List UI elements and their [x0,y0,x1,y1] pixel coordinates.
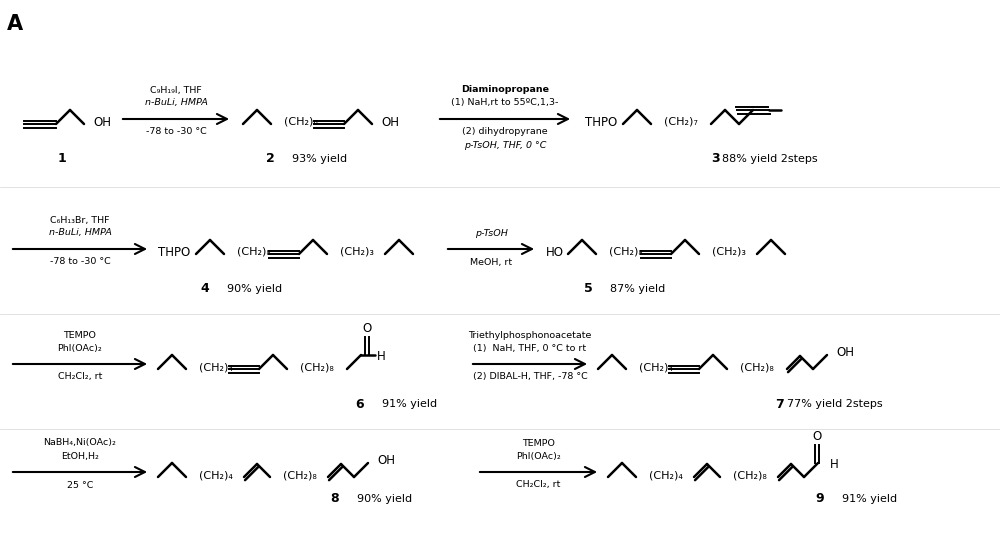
Text: OH: OH [93,115,111,129]
Text: 4: 4 [201,282,209,295]
Text: (CH₂)₈: (CH₂)₈ [740,362,774,372]
Text: 8: 8 [331,492,339,506]
Text: 5: 5 [584,282,592,295]
Text: 91% yield: 91% yield [842,494,898,504]
Text: C₆H₁₃Br, THF: C₆H₁₃Br, THF [50,216,110,224]
Text: A: A [7,14,23,34]
Text: (CH₂)₈: (CH₂)₈ [300,362,334,372]
Text: 2: 2 [266,153,274,166]
Text: O: O [812,430,822,444]
Text: THPO: THPO [158,246,190,258]
Text: Diaminopropane: Diaminopropane [461,85,549,95]
Text: TEMPO: TEMPO [522,438,555,447]
Text: (1)  NaH, THF, 0 °C to rt: (1) NaH, THF, 0 °C to rt [473,343,587,352]
Text: EtOH,H₂: EtOH,H₂ [61,452,99,460]
Text: 6: 6 [356,397,364,411]
Text: (CH₂)₈: (CH₂)₈ [733,470,767,480]
Text: PhI(OAc)₂: PhI(OAc)₂ [516,452,561,460]
Text: O: O [362,323,372,335]
Text: (2) DIBAL-H, THF, -78 °C: (2) DIBAL-H, THF, -78 °C [473,373,587,381]
Text: 25 °C: 25 °C [67,481,93,490]
Text: 77% yield 2steps: 77% yield 2steps [787,399,883,409]
Text: H: H [377,350,385,364]
Text: 88% yield 2steps: 88% yield 2steps [722,154,818,164]
Text: NaBH₄,Ni(OAc)₂: NaBH₄,Ni(OAc)₂ [44,438,116,447]
Text: C₉H₁₉I, THF: C₉H₁₉I, THF [150,85,202,95]
Text: (1) NaH,rt to 55ºC,1,3-: (1) NaH,rt to 55ºC,1,3- [451,98,559,107]
Text: (CH₂)₈: (CH₂)₈ [609,247,643,257]
Text: p-TsOH, THF, 0 °C: p-TsOH, THF, 0 °C [464,140,546,150]
Text: OH: OH [381,115,399,129]
Text: 90% yield: 90% yield [357,494,413,504]
Text: 93% yield: 93% yield [292,154,348,164]
Text: n-BuLi, HMPA: n-BuLi, HMPA [145,98,207,107]
Text: (CH₂)₆: (CH₂)₆ [284,117,318,127]
Text: 7: 7 [776,397,784,411]
Text: (CH₂)₇: (CH₂)₇ [664,117,698,127]
Text: OH: OH [377,454,395,467]
Text: 90% yield: 90% yield [227,284,283,294]
Text: 9: 9 [816,492,824,506]
Text: (2) dihydropyrane: (2) dihydropyrane [462,128,548,137]
Text: (CH₂)₈: (CH₂)₈ [283,470,317,480]
Text: 3: 3 [711,153,719,166]
Text: HO: HO [546,246,564,258]
Text: -78 to -30 °C: -78 to -30 °C [146,128,206,137]
Text: TEMPO: TEMPO [64,331,96,340]
Text: (CH₂)₄: (CH₂)₄ [639,362,673,372]
Text: H: H [830,459,838,472]
Text: p-TsOH: p-TsOH [475,229,507,238]
Text: 87% yield: 87% yield [610,284,666,294]
Text: THPO: THPO [585,115,617,129]
Text: 1: 1 [58,153,66,166]
Text: OH: OH [836,347,854,359]
Text: (CH₂)₄: (CH₂)₄ [199,470,233,480]
Text: -78 to -30 °C: -78 to -30 °C [50,257,110,266]
Text: (CH₂)₃: (CH₂)₃ [712,247,746,257]
Text: PhI(OAc)₂: PhI(OAc)₂ [58,343,102,352]
Text: (CH₂)₈: (CH₂)₈ [237,247,271,257]
Text: Triethylphosphonoacetate: Triethylphosphonoacetate [468,331,592,340]
Text: (CH₂)₄: (CH₂)₄ [199,362,233,372]
Text: CH₂Cl₂, rt: CH₂Cl₂, rt [58,373,102,381]
Text: n-BuLi, HMPA: n-BuLi, HMPA [49,229,111,238]
Text: (CH₂)₃: (CH₂)₃ [340,247,374,257]
Text: CH₂Cl₂, rt: CH₂Cl₂, rt [516,481,561,490]
Text: 91% yield: 91% yield [382,399,438,409]
Text: (CH₂)₄: (CH₂)₄ [649,470,683,480]
Text: MeOH, rt: MeOH, rt [470,257,512,266]
